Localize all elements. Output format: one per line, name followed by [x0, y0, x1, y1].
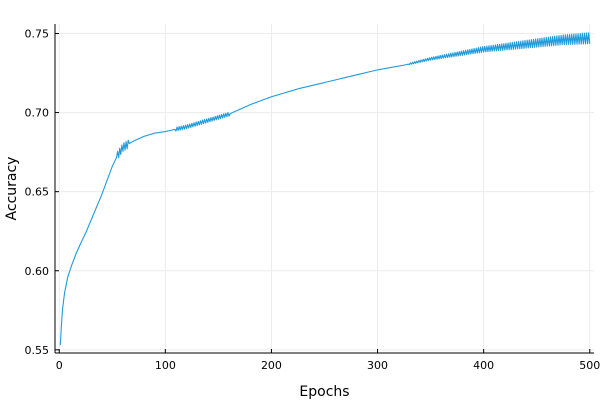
x-tick-label-400: 400: [473, 359, 494, 372]
y-tick-label-0.60: 0.60: [25, 265, 50, 278]
x-tick-label-0: 0: [56, 359, 63, 372]
series-line-accuracy: [59, 32, 591, 346]
x-tick-label-300: 300: [367, 359, 388, 372]
y-tick-label-0.70: 0.70: [25, 107, 50, 120]
y-tick-label-0.75: 0.75: [25, 27, 50, 40]
axis-ticks: [55, 32, 591, 353]
x-tick-label-200: 200: [261, 359, 282, 372]
y-tick-label-0.55: 0.55: [25, 344, 50, 357]
y-axis-label: Accuracy: [4, 157, 20, 221]
y-tick-label-0.65: 0.65: [25, 186, 50, 199]
grid-lines: [55, 24, 594, 353]
x-tick-label-500: 500: [579, 359, 600, 372]
x-axis-label: Epochs: [299, 384, 349, 400]
x-tick-labels: 0 100 200 300 400 500: [56, 359, 600, 372]
y-tick-labels: 0.55 0.60 0.65 0.70 0.75: [25, 27, 50, 356]
x-tick-label-100: 100: [155, 359, 176, 372]
